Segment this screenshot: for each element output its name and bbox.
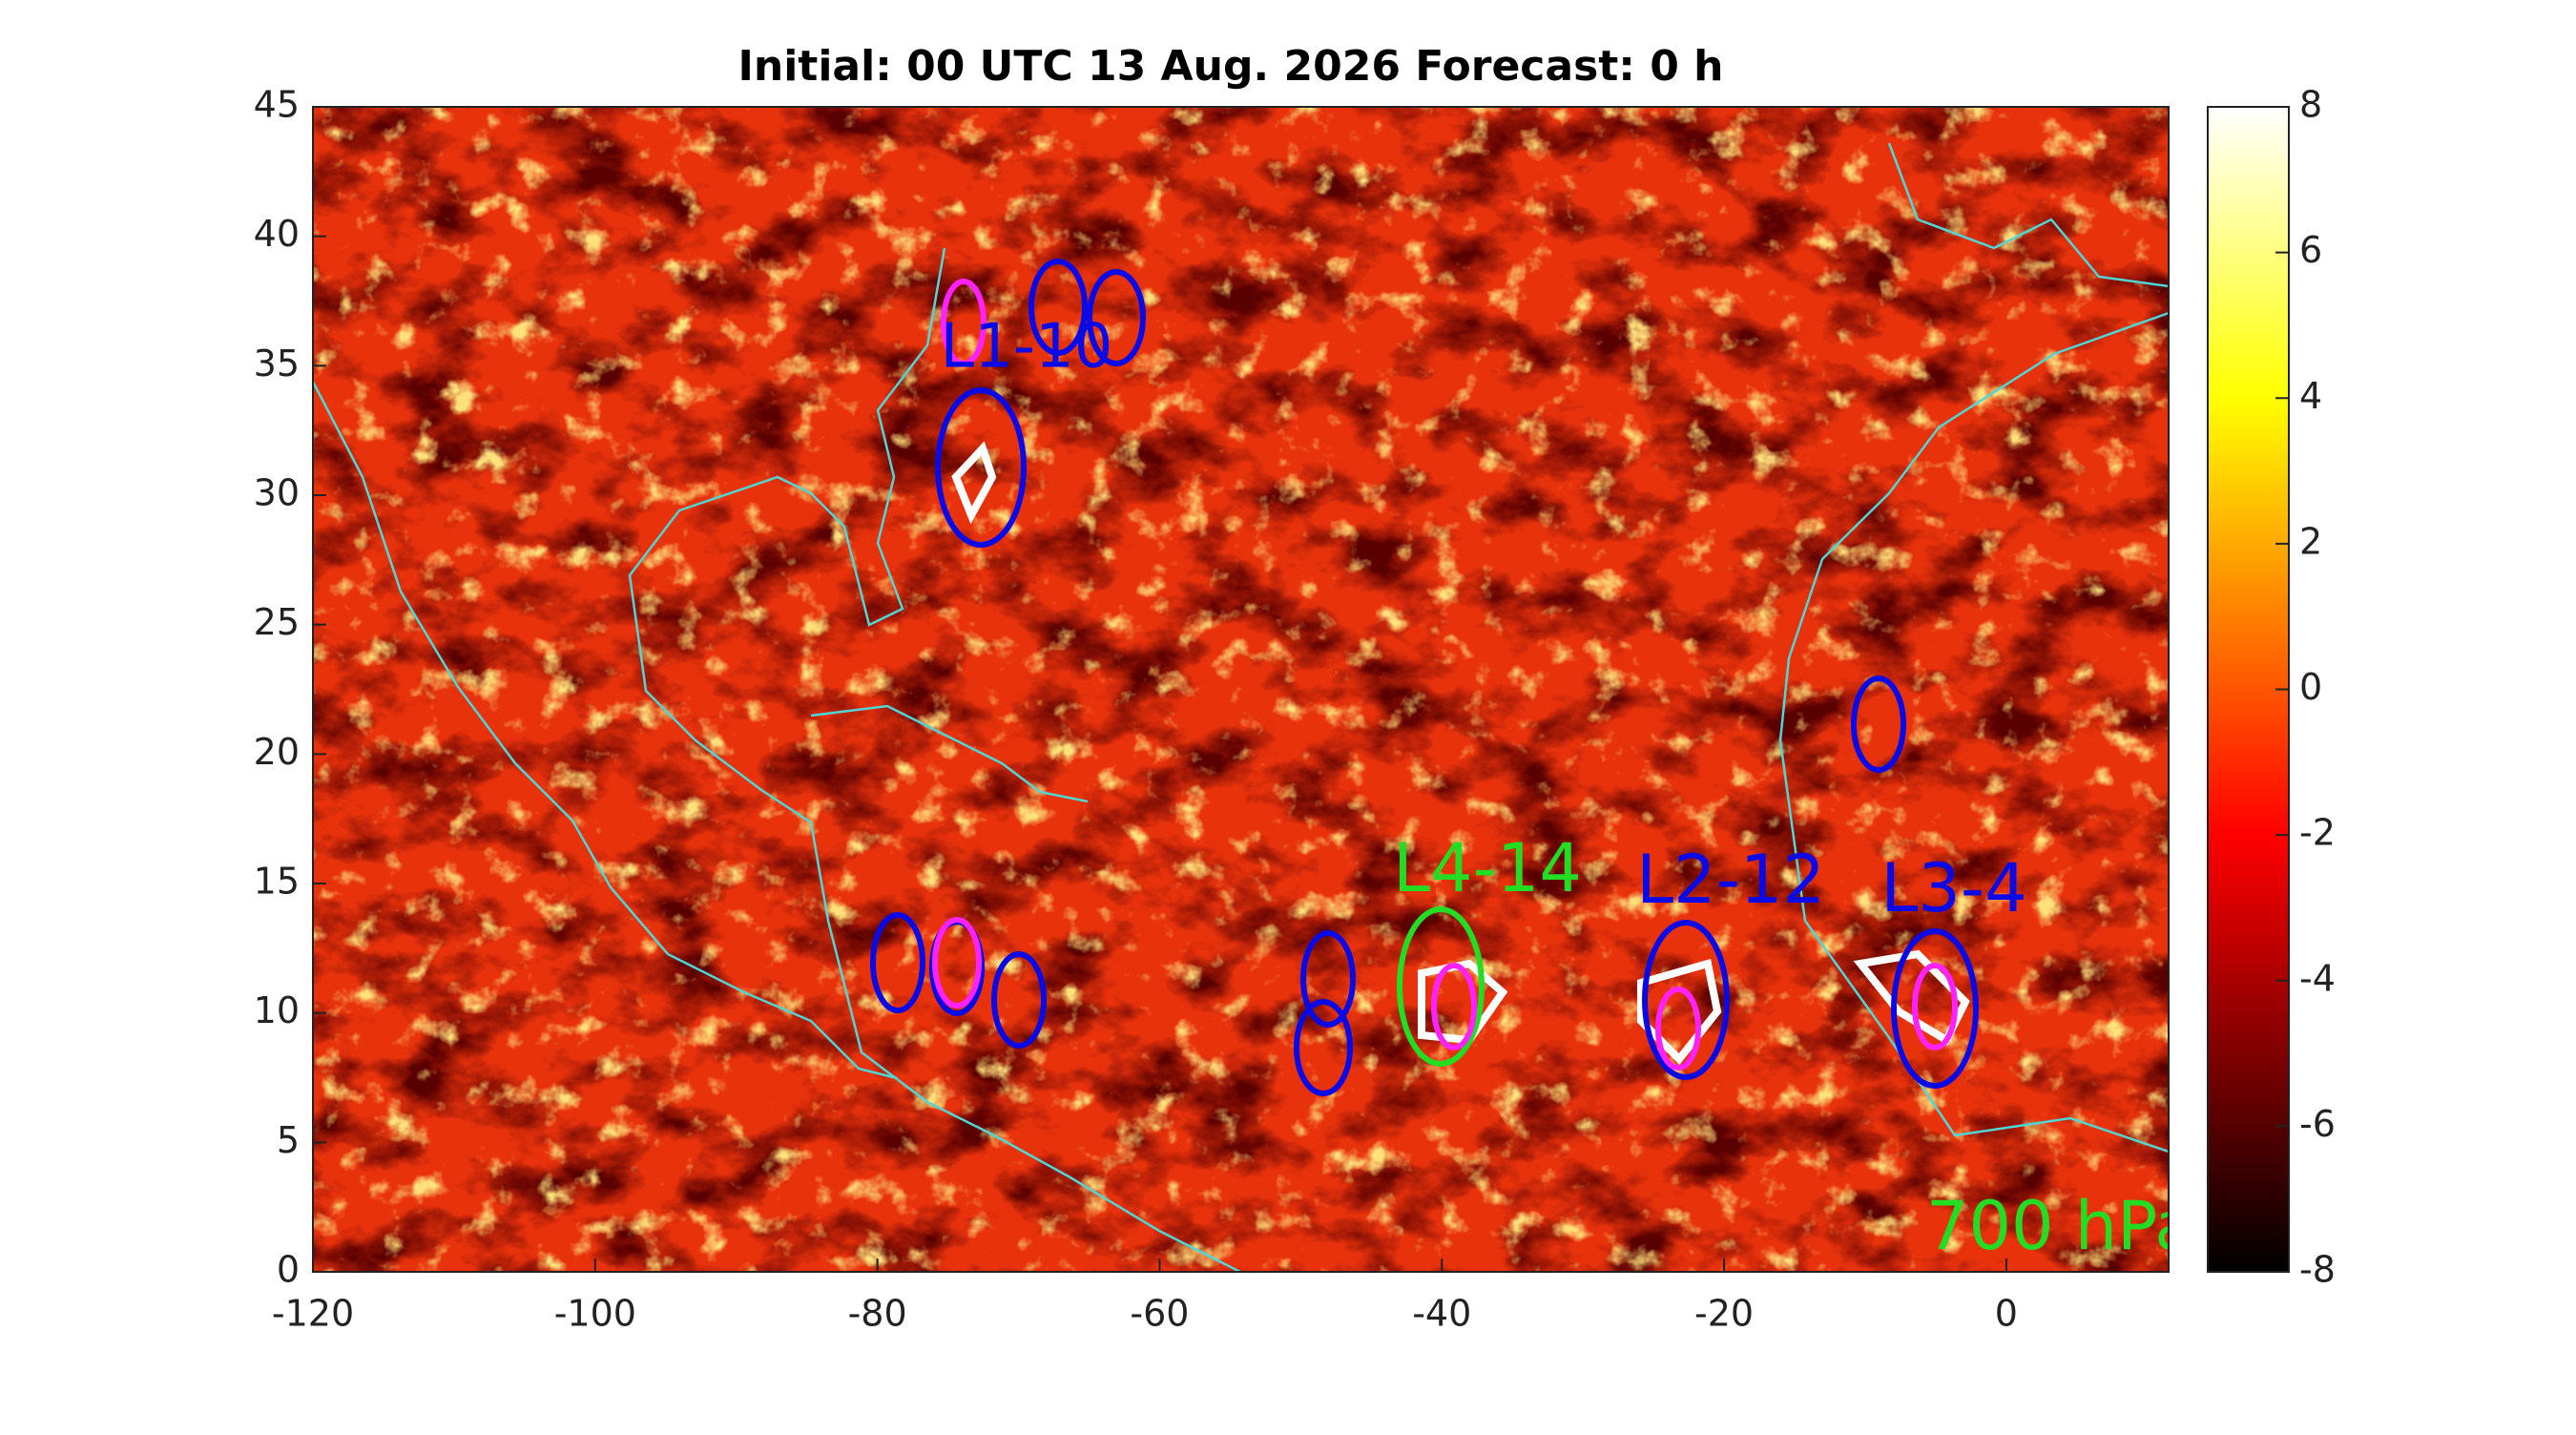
plot-frame — [312, 106, 2170, 1273]
colorbar-tick-label: 0 — [2299, 666, 2322, 708]
annotation: 700 hPa — [1926, 1187, 2195, 1265]
ellipse — [1431, 963, 1477, 1050]
x-tick-label: -80 — [848, 1293, 907, 1335]
y-tick-label: 25 — [254, 601, 300, 643]
annotation: L4-14 — [1393, 829, 1582, 907]
colorbar-tick-label: -6 — [2299, 1103, 2336, 1145]
y-tick-label: 35 — [254, 343, 300, 385]
annotation: L2-12 — [1636, 841, 1825, 919]
ellipse — [991, 951, 1047, 1049]
ellipse — [1642, 920, 1730, 1080]
colorbar-tick-label: -8 — [2299, 1249, 2336, 1291]
colorbar-tick-label: 8 — [2299, 84, 2322, 126]
ellipse — [1891, 928, 1979, 1089]
ellipse — [870, 912, 925, 1013]
colorbar — [2207, 106, 2290, 1273]
colorbar-tick-label: -4 — [2299, 957, 2336, 999]
colorbar-tick-label: -2 — [2299, 812, 2336, 854]
ellipse — [1294, 999, 1353, 1096]
field-bright — [313, 107, 2169, 1272]
x-tick-label: -60 — [1130, 1293, 1189, 1335]
y-tick-label: 5 — [277, 1119, 300, 1161]
x-tick-label: -120 — [272, 1293, 354, 1335]
map-field: L1-10 L4-14 L2-12 L3-4 700 hPa — [313, 107, 2195, 1272]
coastlines — [313, 142, 2169, 1272]
ellipse — [941, 279, 987, 366]
annotation: L3-4 — [1880, 849, 2026, 927]
ellipse — [1851, 676, 1906, 773]
ellipse — [1028, 259, 1088, 356]
ellipse — [935, 387, 1027, 548]
y-tick-label: 10 — [254, 989, 300, 1031]
y-tick-label: 15 — [254, 861, 300, 903]
ellipses — [870, 259, 1979, 1096]
ellipse — [1655, 987, 1701, 1071]
ellipse — [932, 917, 982, 1009]
y-tick-label: 0 — [277, 1249, 300, 1291]
x-tick-label: 0 — [1995, 1293, 2018, 1335]
y-tick-label: 40 — [254, 213, 300, 255]
ellipse — [1087, 269, 1146, 366]
y-tick-label: 45 — [254, 84, 300, 126]
annotation: L1-10 — [941, 312, 1113, 383]
chart-title: Initial: 00 UTC 13 Aug. 2026 Forecast: 0… — [738, 42, 1724, 91]
y-tick-label: 20 — [254, 731, 300, 773]
ellipse — [1397, 906, 1485, 1067]
colorbar-tick-label: 6 — [2299, 229, 2322, 271]
colorbar-tick-label: 4 — [2299, 375, 2322, 417]
ellipse — [1300, 930, 1356, 1028]
y-tick-label: 30 — [254, 472, 300, 514]
x-tick-label: -20 — [1694, 1293, 1754, 1335]
colorbar-tick-label: 2 — [2299, 520, 2322, 562]
x-tick-label: -100 — [554, 1293, 636, 1335]
ellipse — [1912, 963, 1958, 1050]
x-tick-label: -40 — [1412, 1293, 1471, 1335]
